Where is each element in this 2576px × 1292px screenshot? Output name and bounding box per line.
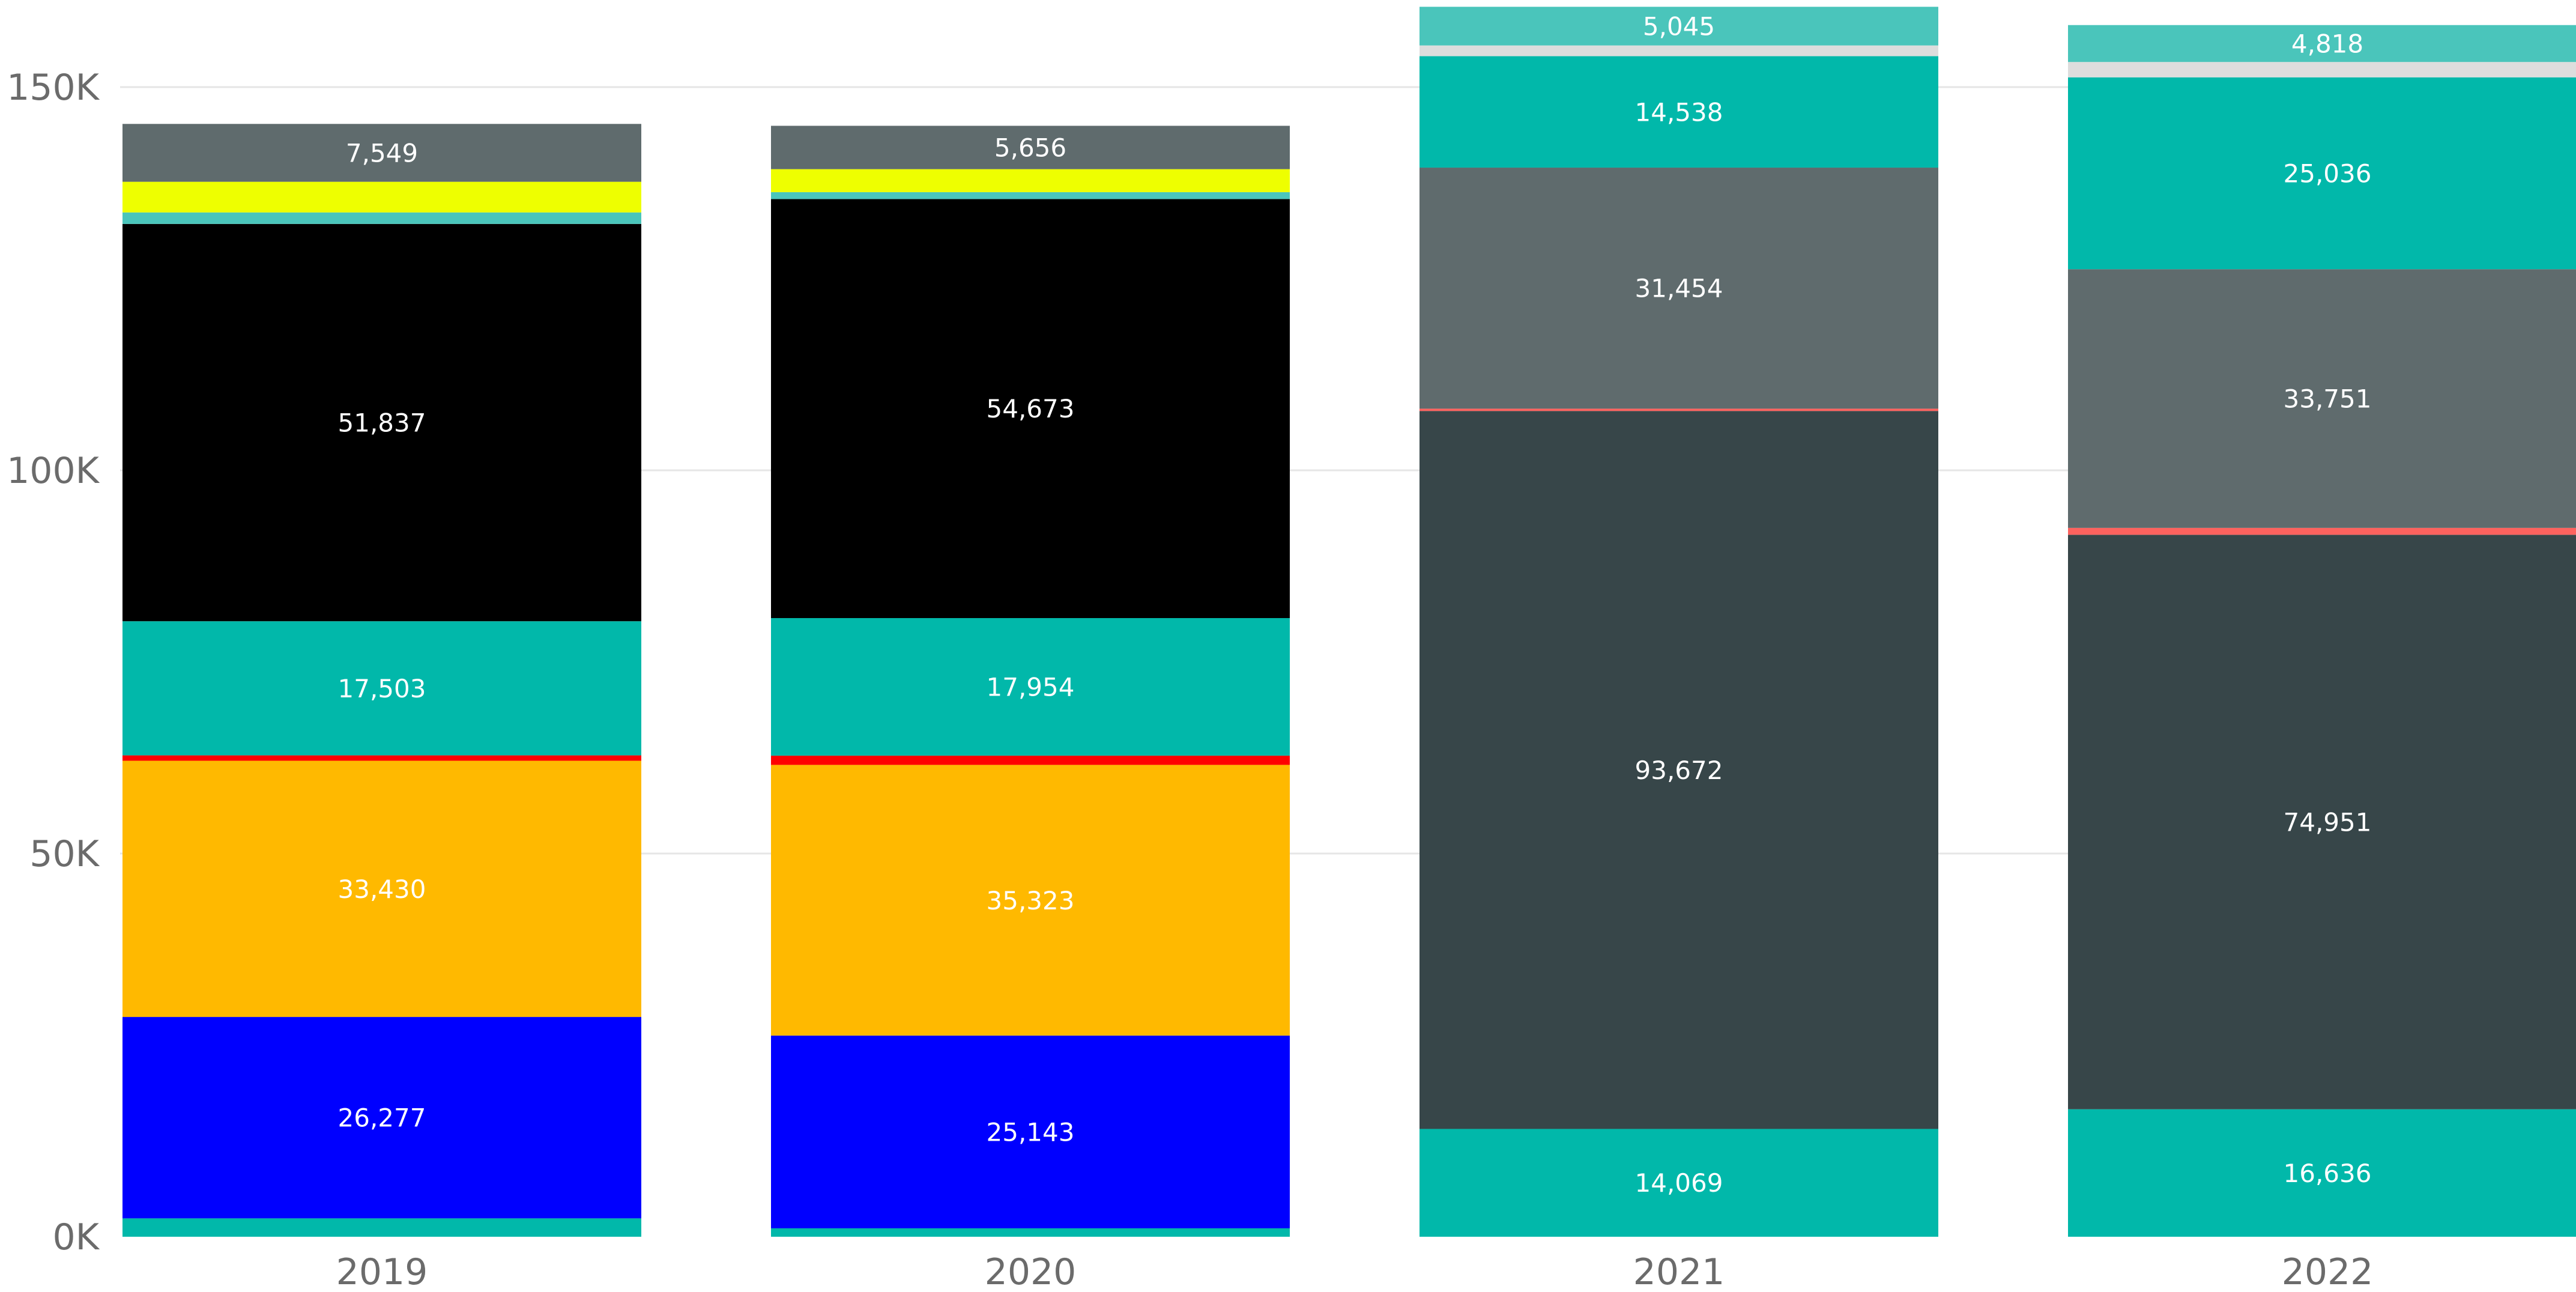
bar-segment [771,756,1290,765]
x-tick-label: 2022 [2282,1251,2374,1292]
bar-segment [1420,7,1938,46]
bar-segment [122,621,641,756]
bar-segment [122,212,641,224]
bar-segment [122,1017,641,1219]
bar-segment [771,126,1290,169]
data-label: 35,323 [987,886,1075,915]
bar-segment [2068,1109,2576,1237]
data-label: 7,549 [346,138,418,168]
bar-segment [122,223,641,622]
y-tick-label: 150K [7,67,100,109]
bar-segment [122,760,641,1018]
data-label: 25,036 [2284,159,2372,188]
bar-segment [771,199,1290,619]
data-label: 25,143 [987,1118,1075,1147]
y-axis: 0K 50K 100K 150K [7,67,100,1258]
data-label: 54,673 [987,394,1075,423]
bar-segment [1420,1129,1938,1237]
bar-segment [771,765,1290,1036]
data-label: 26,277 [338,1103,426,1133]
bar-segment [771,1036,1290,1228]
data-label: 17,954 [987,673,1075,702]
x-tick-label: 2019 [336,1251,428,1292]
bar-segment [771,169,1290,192]
x-axis: 2019 2020 2021 2022 [336,1251,2374,1292]
bar-segment [122,755,641,761]
bar-segment [2068,527,2576,535]
data-label: 4,818 [2291,29,2363,58]
data-label: 17,503 [338,674,426,703]
data-label: 5,656 [994,133,1066,163]
bar-segment [1420,408,1938,411]
bar-segment [1420,56,1938,168]
bar-segment [2068,25,2576,62]
bar-segment [122,1218,641,1237]
data-label: 51,837 [338,408,426,438]
data-label: 93,672 [1635,756,1723,785]
bar-segment [1420,45,1938,56]
data-label: 74,951 [2284,808,2372,837]
bar-segment [1420,411,1938,1129]
bar-segment [2068,77,2576,270]
data-label: 33,751 [2284,384,2372,414]
bar-segment [1420,168,1938,409]
data-label: 33,430 [338,875,426,904]
bar-segment [771,1228,1290,1237]
bar-segment [771,618,1290,756]
x-tick-label: 2021 [1633,1251,1725,1292]
bar-segment [2068,535,2576,1109]
data-label: 14,069 [1635,1168,1723,1198]
bar-column: 14,069 93,672 31,454 14,538 5,045 [1420,7,1938,1237]
x-tick-label: 2020 [985,1251,1077,1292]
y-tick-label: 0K [52,1216,100,1258]
data-label: 31,454 [1635,274,1723,303]
bar-segment [2068,62,2576,77]
bar-segment [771,192,1290,199]
y-tick-label: 50K [29,833,100,875]
bar-segment [122,124,641,182]
bar-segment [122,181,641,213]
bar-column: 25,143 35,323 17,954 54,673 5,656 [771,126,1290,1237]
data-label: 16,636 [2284,1159,2372,1188]
data-label: 14,538 [1635,97,1723,127]
y-tick-label: 100K [7,450,100,492]
bar-column: 16,636 74,951 33,751 25,036 4,818 [2068,25,2576,1237]
bar-column: 26,277 33,430 17,503 51,837 7,549 [122,124,641,1237]
data-label: 5,045 [1643,11,1715,41]
bar-segment [2068,269,2576,528]
bars: 26,277 33,430 17,503 51,837 7,549 25,143 35,32… [122,7,2576,1237]
